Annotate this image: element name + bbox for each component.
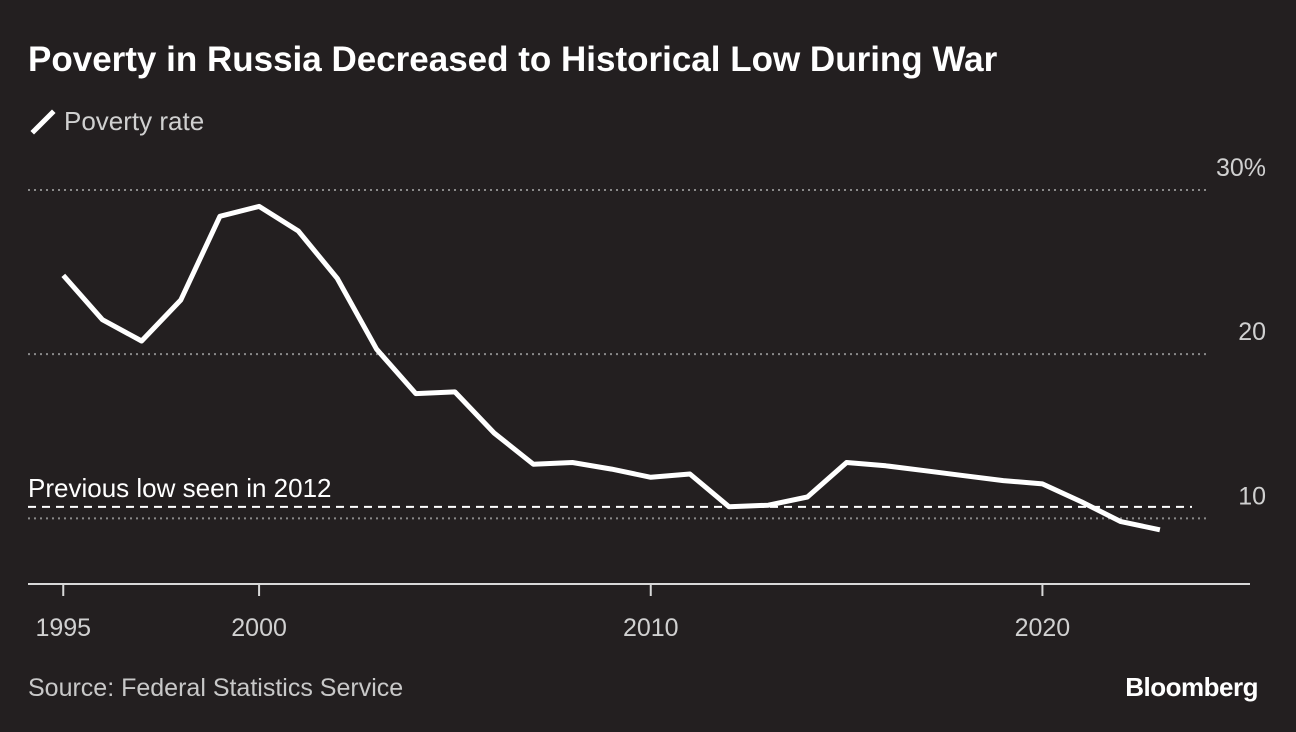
bloomberg-logo: Bloomberg	[1125, 672, 1258, 702]
data-point-1996	[100, 317, 105, 322]
chart-title: Poverty in Russia Decreased to Historica…	[28, 40, 998, 79]
data-point-2014	[805, 494, 810, 499]
legend: Poverty rate	[30, 106, 204, 137]
data-point-2011	[687, 472, 692, 477]
x-tick-label-2020: 2020	[1015, 614, 1071, 642]
x-tick-label-2010: 2010	[623, 614, 679, 642]
series-line-poverty-rate	[61, 203, 1161, 533]
y-tick-label-30: 30%	[1216, 154, 1266, 182]
data-point-2016	[883, 463, 888, 468]
data-point-2001	[296, 229, 301, 234]
source-note: Source: Federal Statistics Service	[28, 674, 404, 702]
data-point-2018	[962, 473, 967, 478]
data-point-2007	[531, 462, 536, 467]
data-point-1997	[139, 339, 144, 344]
data-point-1998	[178, 297, 183, 302]
data-point-2020	[1040, 481, 1045, 486]
data-point-2000	[257, 204, 262, 209]
data-point-2008	[570, 460, 575, 465]
x-tick-label-1995: 1995	[35, 614, 91, 642]
data-point-2004	[413, 391, 418, 396]
data-point-2005	[452, 389, 457, 394]
data-point-1995	[61, 273, 66, 278]
legend-line-icon	[30, 108, 56, 135]
data-point-2022	[1118, 519, 1123, 524]
data-point-2010	[648, 475, 653, 480]
data-point-2009	[609, 467, 614, 472]
data-point-2019	[1001, 478, 1006, 483]
data-point-2003	[374, 347, 379, 352]
data-point-2013	[766, 503, 771, 508]
y-tick-label-20: 20	[1238, 318, 1266, 346]
data-point-2017	[922, 468, 927, 473]
x-tick-label-2000: 2000	[231, 614, 287, 642]
data-point-1999	[217, 214, 222, 219]
data-point-2012	[727, 504, 732, 509]
data-point-2006	[492, 430, 497, 435]
legend-label: Poverty rate	[64, 106, 205, 136]
previous-low-label: Previous low seen in 2012	[28, 473, 332, 503]
data-point-2023	[1157, 527, 1162, 532]
data-point-2021	[1079, 499, 1084, 504]
data-point-2002	[335, 276, 340, 281]
y-tick-label-10: 10	[1238, 482, 1266, 510]
data-point-2015	[844, 460, 849, 465]
